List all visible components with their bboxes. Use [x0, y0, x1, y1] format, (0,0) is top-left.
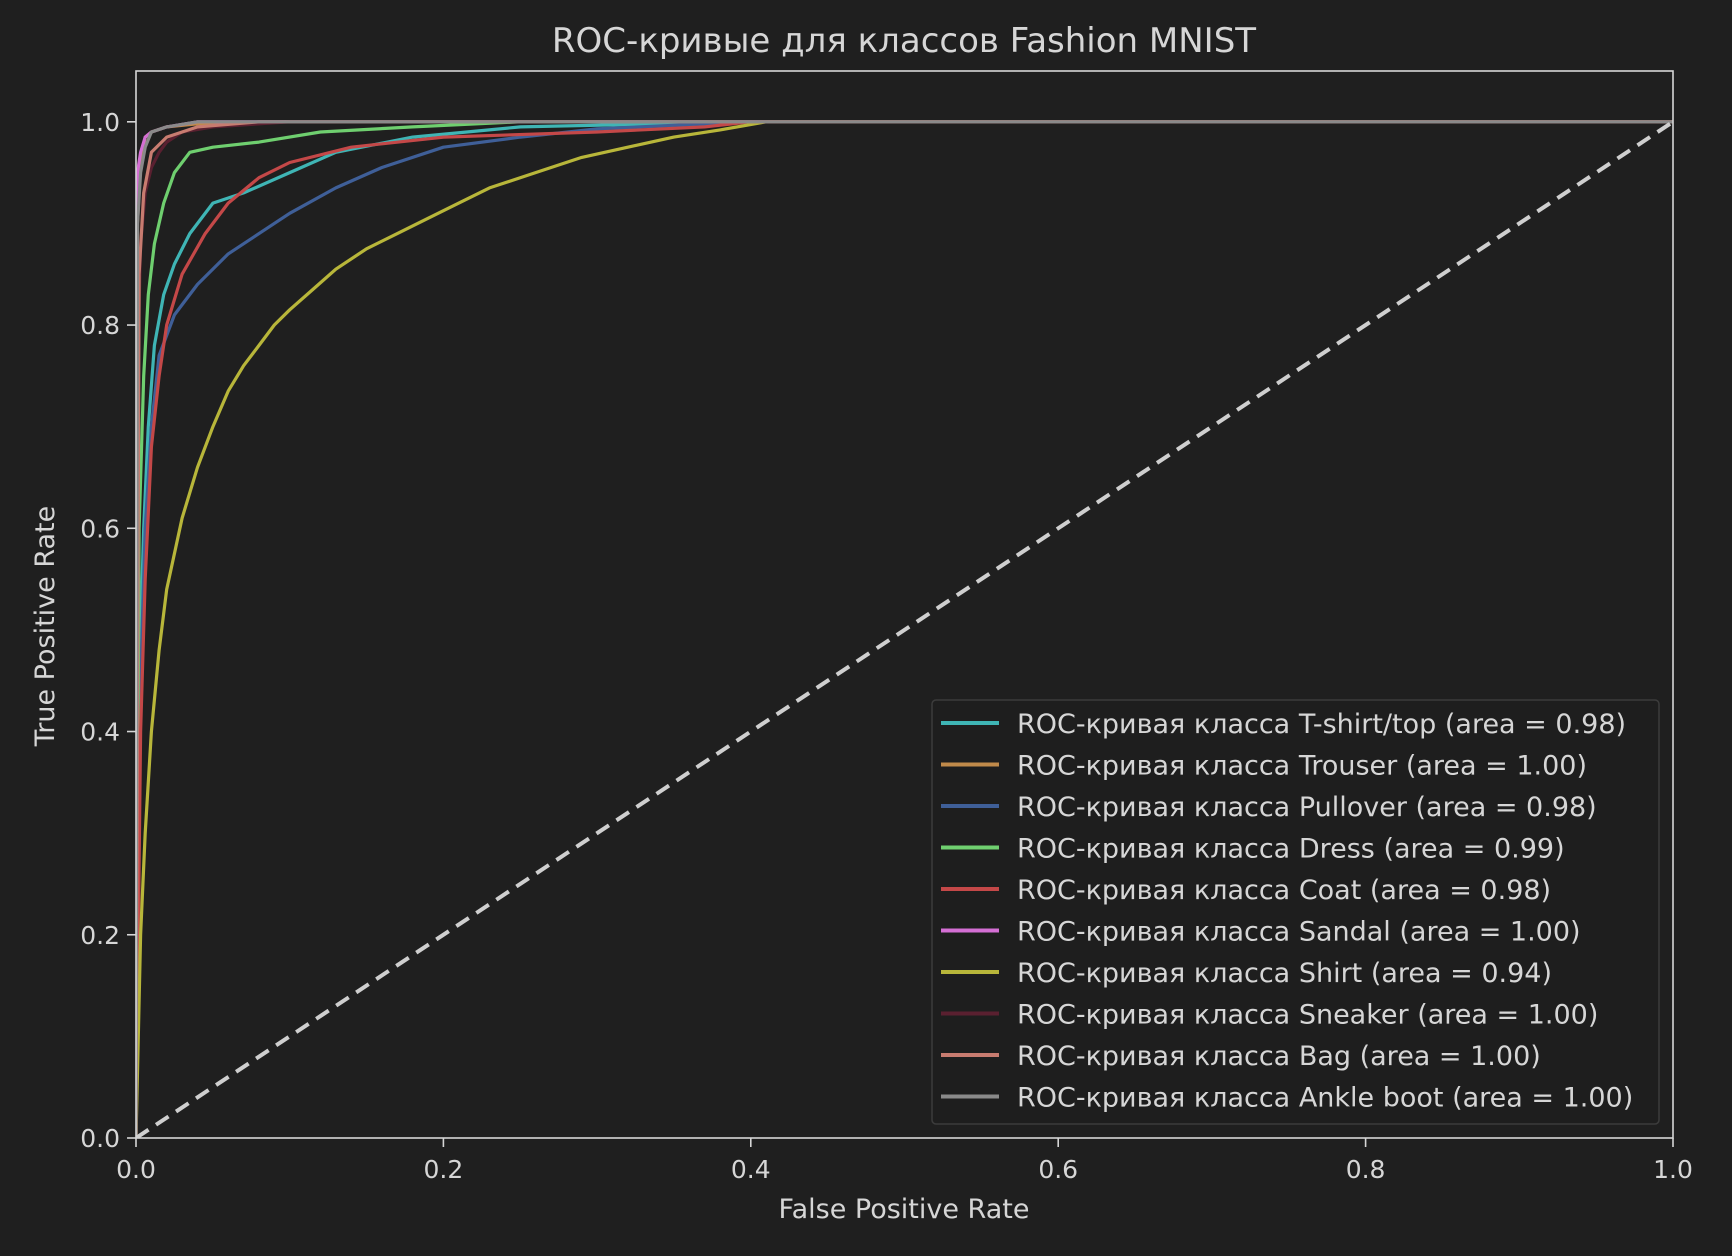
series-line-3: [136, 120, 1673, 1138]
y-axis-label: True Positive Rate: [30, 506, 61, 748]
diagonal-reference-line: [136, 120, 1673, 1138]
legend-entry-5: ROC-кривая класса Sandal (area = 1.00): [1017, 917, 1581, 948]
series-line-0: [136, 120, 1673, 1138]
series-line-4: [136, 120, 1673, 1138]
legend-entry-1: ROC-кривая класса Trouser (area = 1.00): [1017, 751, 1587, 782]
legend-entry-7: ROC-кривая класса Sneaker (area = 1.00): [1017, 1000, 1598, 1031]
y-tick-label-0: 0.0: [80, 1124, 120, 1153]
legend-entry-8: ROC-кривая класса Bag (area = 1.00): [1017, 1041, 1541, 1072]
legend-entry-2: ROC-кривая класса Pullover (area = 0.98): [1017, 792, 1597, 823]
y-tick-label-2: 0.4: [80, 718, 120, 747]
x-tick-label-0: 0.0: [116, 1155, 156, 1184]
plot-area: 0.0 0.2 0.4 0.6 0.8 1.0 0.0 0.2 0.4 0.6 0.8 1.0: [80, 70, 1693, 1184]
series-line-6: [136, 120, 1673, 1138]
series-line-9: [136, 120, 1673, 1138]
x-tick-label-3: 0.6: [1038, 1155, 1078, 1184]
legend-entry-0: ROC-кривая класса T-shirt/top (area = 0.…: [1017, 709, 1626, 740]
legend-box: [931, 699, 1660, 1125]
legend-entry-3: ROC-кривая класса Dress (area = 0.99): [1017, 834, 1565, 865]
legend-entry-4: ROC-кривая класса Coat (area = 0.98): [1017, 875, 1551, 906]
x-tick-label-5: 1.0: [1653, 1155, 1693, 1184]
chart-title: ROC-кривые для классов Fashion MNIST: [552, 21, 1256, 61]
x-tick-label-4: 0.8: [1346, 1155, 1386, 1184]
y-tick-label-3: 0.6: [80, 514, 120, 543]
plot-frame: [135, 70, 1674, 1139]
x-tick-label-1: 0.2: [424, 1155, 464, 1184]
series-group: [136, 120, 1673, 1138]
y-tick-label-1: 0.2: [80, 921, 120, 950]
legend-entry-9: ROC-кривая класса Ankle boot (area = 1.0…: [1017, 1083, 1633, 1114]
x-axis-label: False Positive Rate: [779, 1194, 1030, 1225]
legend: ROC-кривая класса T-shirt/top (area = 0.…: [931, 699, 1660, 1125]
legend-entry-6: ROC-кривая класса Shirt (area = 0.94): [1017, 958, 1552, 989]
x-tick-label-2: 0.4: [731, 1155, 771, 1184]
y-tick-label-4: 0.8: [80, 311, 120, 340]
y-tick-label-5: 1.0: [80, 108, 120, 137]
